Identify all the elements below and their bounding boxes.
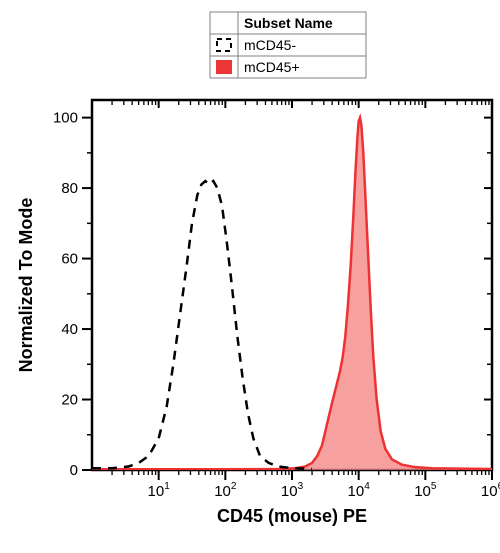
chart-container: 0 20 40 60 80 100 101 102 103 104 105 106 CD45 (mous…	[0, 0, 500, 553]
svg-text:mCD45-: mCD45-	[244, 37, 296, 53]
svg-text:CD45 (mouse) PE: CD45 (mouse) PE	[217, 506, 367, 526]
svg-text:20: 20	[61, 392, 78, 409]
svg-text:Subset Name: Subset Name	[244, 15, 333, 31]
svg-text:80: 80	[61, 180, 78, 197]
svg-text:104: 104	[348, 481, 371, 500]
svg-text:100: 100	[53, 110, 78, 127]
svg-text:102: 102	[214, 481, 237, 500]
svg-text:40: 40	[61, 321, 78, 338]
svg-text:0: 0	[70, 462, 78, 479]
svg-text:Normalized To Mode: Normalized To Mode	[16, 198, 36, 373]
svg-text:mCD45+: mCD45+	[244, 59, 300, 75]
flow-cytometry-histogram: 0 20 40 60 80 100 101 102 103 104 105 106 CD45 (mous…	[0, 0, 500, 553]
svg-text:106: 106	[481, 481, 500, 500]
svg-text:103: 103	[281, 481, 304, 500]
svg-text:60: 60	[61, 251, 78, 268]
svg-text:101: 101	[148, 481, 171, 500]
svg-text:105: 105	[414, 481, 437, 500]
